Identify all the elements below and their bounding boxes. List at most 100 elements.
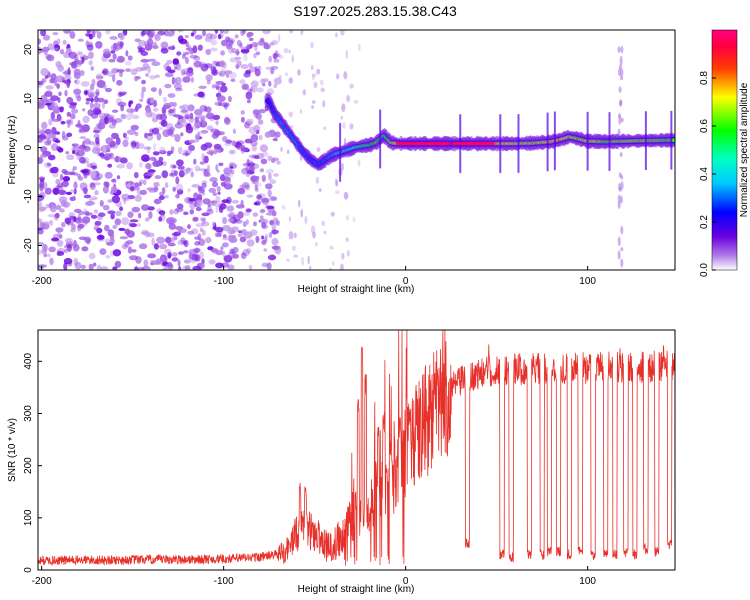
noise-cell	[222, 217, 228, 225]
noise-cell	[99, 200, 104, 207]
noise-cell	[90, 165, 97, 169]
signal-core	[481, 142, 483, 146]
noise-cell	[171, 236, 175, 244]
noise-cell	[101, 70, 107, 74]
noise-cell	[191, 184, 200, 188]
noise-cell	[246, 194, 254, 198]
signal-core	[406, 142, 408, 146]
noise-cell	[298, 199, 301, 208]
noise-cell	[153, 198, 162, 204]
noise-cell	[63, 262, 68, 270]
colorbar-tick-label: 0.2	[699, 215, 710, 229]
noise-cell	[79, 136, 87, 140]
noise-cell	[229, 71, 237, 80]
noise-cell	[89, 182, 96, 191]
noise-cell	[164, 182, 169, 189]
noise-cell	[265, 183, 273, 190]
noise-cell	[167, 46, 176, 50]
noise-cell	[74, 92, 81, 99]
signal-core	[420, 142, 422, 146]
snr-content	[38, 330, 675, 567]
noise-cell	[58, 189, 67, 195]
noise-cell	[341, 103, 346, 112]
signal-core	[403, 142, 405, 146]
noise-cell	[81, 124, 91, 133]
noise-cell	[276, 246, 282, 255]
noise-cell	[217, 33, 222, 40]
noise-cell	[44, 187, 52, 195]
noise-cell	[270, 196, 277, 201]
noise-cell	[288, 216, 291, 222]
noise-cell	[228, 237, 238, 243]
noise-cell	[136, 223, 142, 227]
noise-cell	[70, 228, 76, 233]
noise-cell	[222, 242, 229, 248]
noise-cell	[239, 79, 246, 85]
signal-core	[419, 142, 421, 146]
noise-cell	[276, 160, 281, 165]
noise-cell	[38, 207, 44, 213]
noise-cell	[192, 265, 202, 270]
colorbar-label: Normalized spectral amplitude	[739, 82, 750, 217]
noise-cell	[299, 108, 302, 114]
noise-cell	[150, 97, 155, 104]
signal-core	[465, 142, 467, 146]
noise-cell	[272, 138, 278, 142]
noise-cell	[188, 139, 196, 144]
signal-core	[446, 142, 448, 146]
noise-cell	[268, 172, 272, 181]
signal-core	[404, 142, 406, 146]
noise-cell	[202, 198, 211, 205]
noise-cell	[56, 83, 60, 89]
noise-cell	[152, 99, 158, 108]
noise-cell	[88, 141, 96, 146]
noise-cell	[130, 249, 137, 253]
noise-cell	[218, 70, 226, 77]
noise-cell	[158, 216, 163, 222]
noise-cell	[163, 104, 171, 110]
noise-cell	[73, 181, 78, 190]
noise-cell	[215, 262, 224, 269]
noise-cell	[119, 206, 124, 211]
noise-cell	[110, 44, 120, 52]
noise-cell	[171, 30, 176, 34]
noise-cell	[65, 191, 72, 195]
noise-cell	[112, 53, 117, 60]
noise-cell	[94, 95, 99, 103]
snr-y-ticks: 0 100 200 300 400	[23, 353, 42, 573]
noise-cell	[138, 181, 142, 187]
noise-cell	[251, 144, 257, 152]
noise-cell	[93, 143, 98, 150]
noise-cell	[213, 129, 221, 137]
noise-cell	[265, 168, 274, 174]
noise-cell	[106, 242, 114, 246]
noise-cell	[157, 30, 166, 36]
noise-cell	[268, 55, 273, 63]
noise-cell	[182, 152, 191, 156]
noise-cell	[56, 38, 61, 45]
noise-cell	[288, 30, 294, 34]
noise-cell	[321, 220, 325, 227]
noise-cell	[95, 136, 100, 145]
noise-cell	[77, 211, 86, 216]
noise-cell	[141, 154, 150, 162]
noise-cell	[103, 116, 109, 125]
signal-core	[421, 142, 423, 146]
signal-core	[426, 142, 428, 146]
signal-core	[460, 142, 462, 146]
x-tick-label: -200	[32, 276, 52, 287]
noise-cell	[315, 176, 320, 184]
snr-line	[38, 330, 675, 567]
noise-cell	[171, 169, 176, 178]
noise-cell	[232, 128, 236, 135]
signal-core	[438, 142, 440, 146]
noise-cell	[210, 33, 217, 40]
noise-cell	[185, 125, 194, 134]
noise-cell	[219, 60, 225, 67]
noise-cell	[211, 84, 216, 89]
noise-cell	[312, 74, 315, 81]
noise-cell	[104, 224, 110, 232]
signal-core	[444, 142, 446, 146]
noise-cell	[143, 179, 147, 186]
noise-cell	[149, 128, 154, 133]
